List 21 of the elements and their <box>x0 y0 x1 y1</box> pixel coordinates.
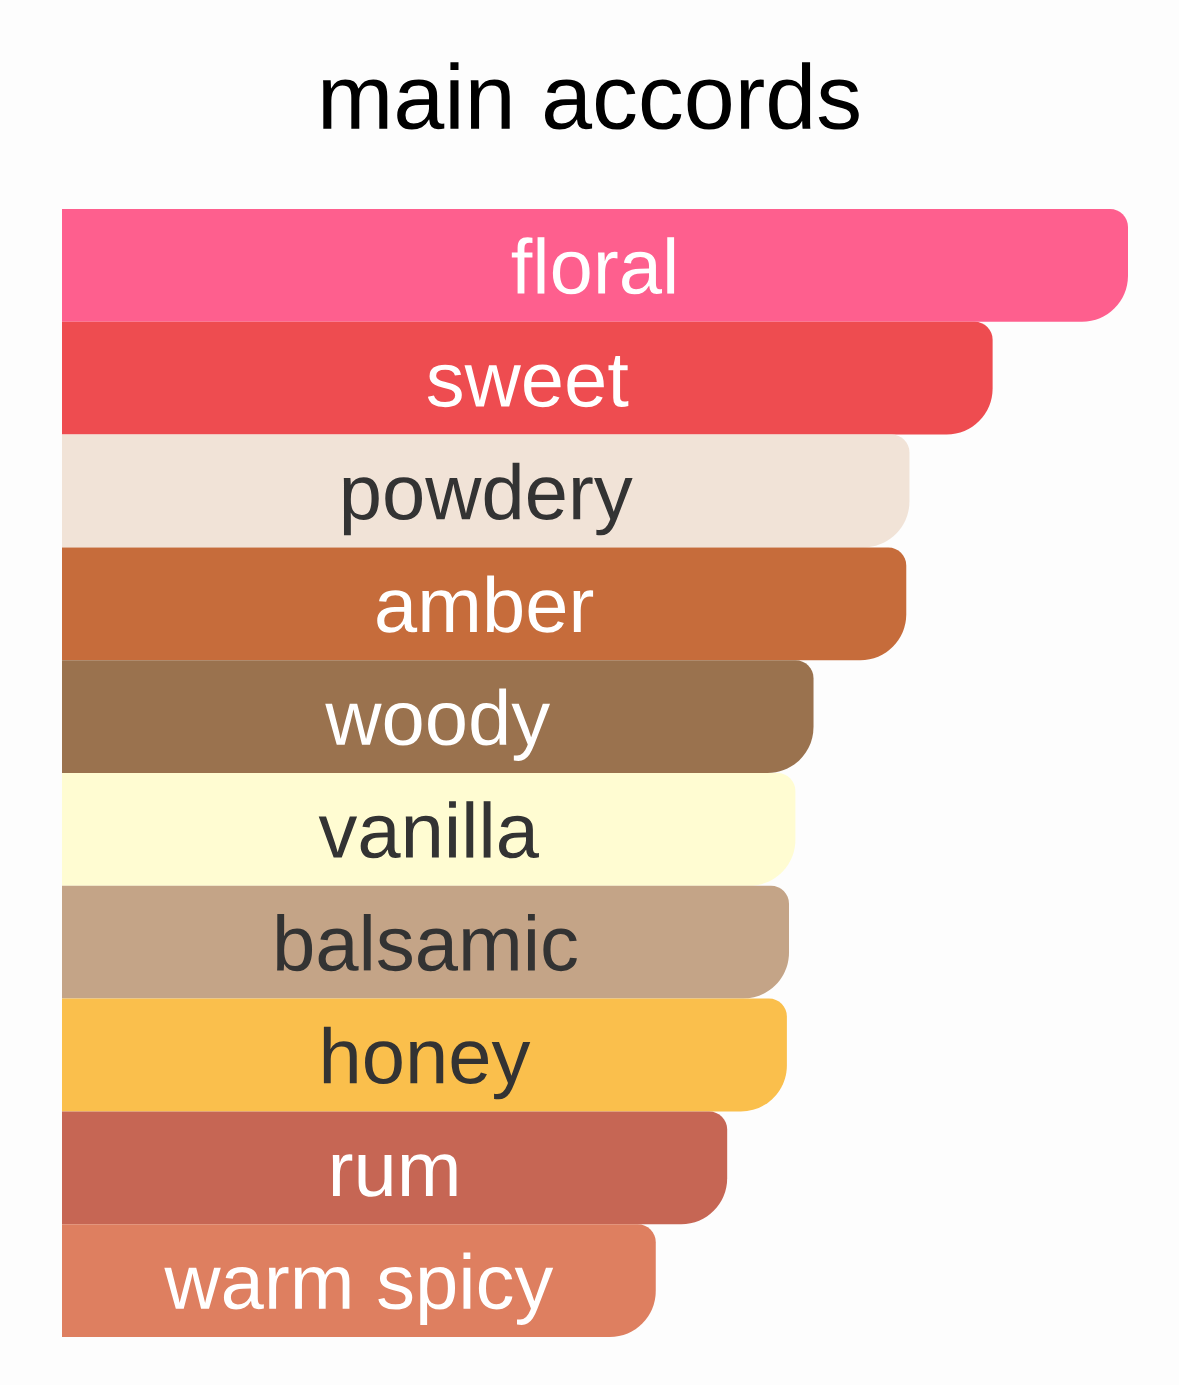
y-tick-label: balsamic <box>277 914 577 972</box>
bar <box>62 1111 728 1225</box>
bar <box>62 1224 656 1337</box>
y-tick-label: honey <box>323 1026 531 1100</box>
y-tick-label: woody <box>325 688 551 761</box>
y-tick-label: sweet <box>427 356 629 408</box>
y-tick-label: vanilla <box>318 801 539 859</box>
bar <box>62 209 1128 322</box>
bar <box>62 885 790 999</box>
bar <box>62 998 787 1112</box>
y-tick-label: warm spicy <box>164 1252 554 1325</box>
bar <box>62 321 993 435</box>
y-tick-label: rum <box>332 1154 457 1197</box>
chart-title: main accords <box>323 62 859 130</box>
bar <box>62 547 907 661</box>
y-tick-label: powdery <box>343 462 633 536</box>
bar <box>62 773 796 886</box>
y-tick-label: floral <box>511 237 675 295</box>
y-tick-label: amber <box>377 575 594 633</box>
bar <box>62 434 910 548</box>
bar <box>62 660 814 773</box>
